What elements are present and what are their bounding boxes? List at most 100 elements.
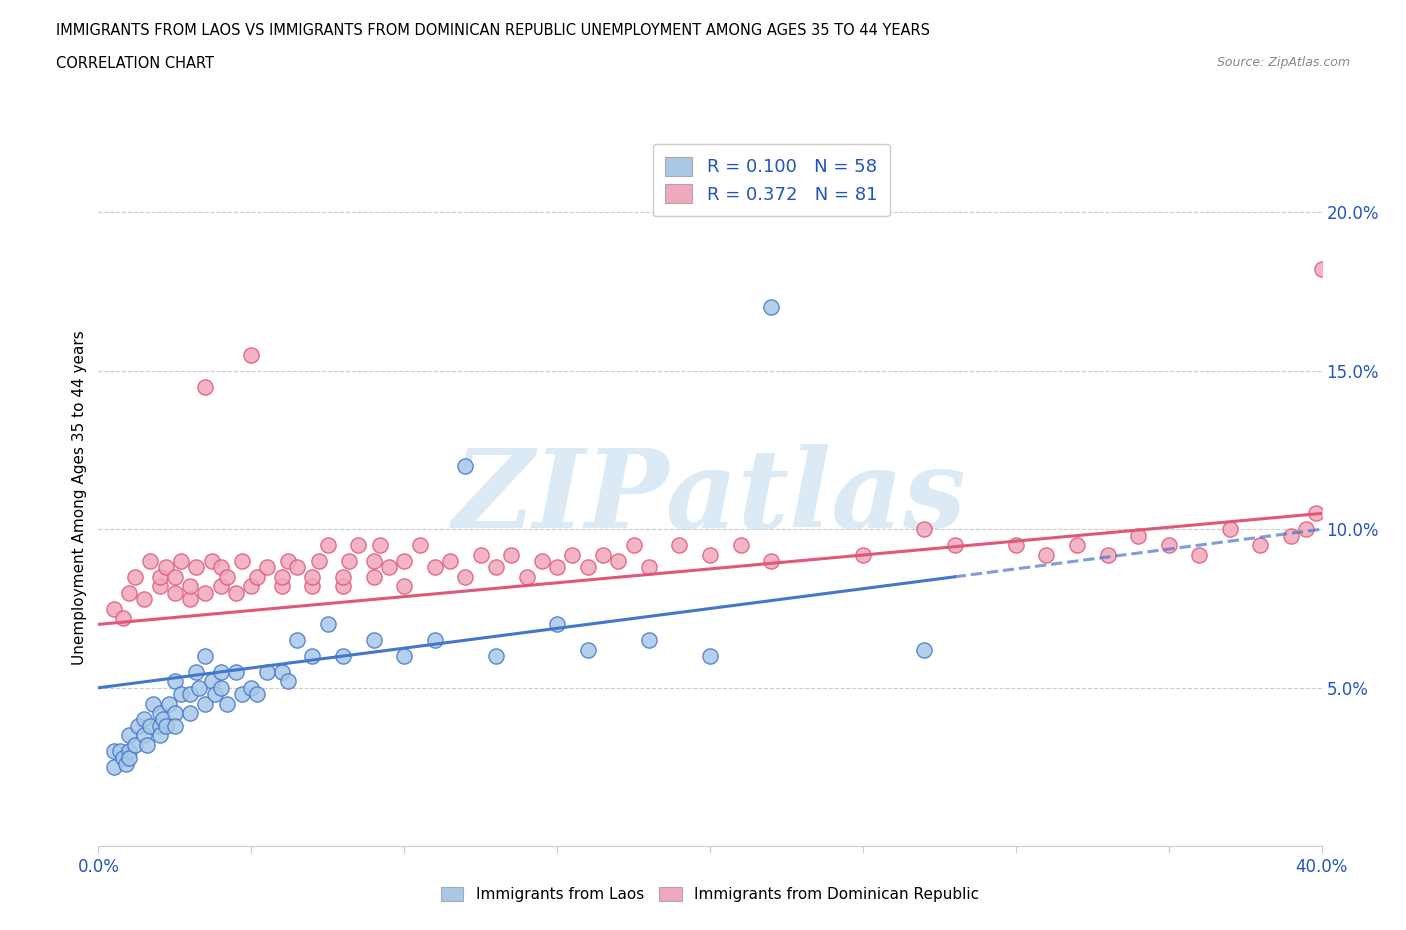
Point	[200, 674, 222, 689]
Point	[730, 538, 752, 552]
Point	[301, 569, 323, 584]
Point	[285, 560, 308, 575]
Point	[124, 569, 146, 584]
Point	[301, 578, 323, 593]
Point	[186, 560, 208, 575]
Point	[163, 585, 186, 600]
Point	[246, 686, 269, 701]
Point	[163, 569, 186, 584]
Point	[454, 569, 477, 584]
Point	[592, 547, 614, 562]
Point	[501, 547, 523, 562]
Point	[1066, 538, 1088, 552]
Point	[163, 706, 186, 721]
Point	[152, 712, 174, 727]
Point	[179, 706, 201, 721]
Point	[270, 578, 292, 593]
Point	[270, 664, 292, 679]
Point	[332, 569, 354, 584]
Point	[485, 560, 508, 575]
Point	[516, 569, 538, 584]
Point	[1128, 528, 1150, 543]
Point	[103, 601, 125, 616]
Point	[1157, 538, 1180, 552]
Point	[103, 744, 125, 759]
Point	[301, 648, 323, 663]
Point	[759, 299, 782, 314]
Point	[332, 648, 354, 663]
Point	[240, 578, 263, 593]
Point	[108, 744, 131, 759]
Point	[607, 553, 630, 568]
Point	[668, 538, 690, 552]
Point	[142, 697, 165, 711]
Point	[912, 643, 935, 658]
Point	[149, 569, 172, 584]
Point	[408, 538, 430, 552]
Point	[155, 718, 177, 733]
Point	[179, 578, 201, 593]
Point	[170, 686, 193, 701]
Point	[256, 664, 278, 679]
Point	[139, 718, 162, 733]
Point	[576, 560, 599, 575]
Point	[139, 553, 162, 568]
Point	[188, 681, 211, 696]
Point	[118, 751, 141, 765]
Point	[423, 632, 446, 647]
Point	[149, 728, 172, 743]
Point	[699, 648, 721, 663]
Point	[363, 569, 385, 584]
Point	[1310, 262, 1333, 277]
Point	[485, 648, 508, 663]
Point	[337, 553, 360, 568]
Point	[546, 560, 568, 575]
Point	[209, 560, 232, 575]
Point	[170, 553, 193, 568]
Point	[111, 751, 134, 765]
Point	[246, 569, 269, 584]
Point	[561, 547, 583, 562]
Point	[1279, 528, 1302, 543]
Point	[392, 578, 416, 593]
Point	[134, 712, 156, 727]
Point	[179, 686, 201, 701]
Y-axis label: Unemployment Among Ages 35 to 44 years: Unemployment Among Ages 35 to 44 years	[72, 330, 87, 665]
Point	[1249, 538, 1271, 552]
Point	[240, 348, 263, 363]
Point	[270, 569, 292, 584]
Point	[209, 681, 232, 696]
Point	[118, 585, 141, 600]
Point	[155, 560, 177, 575]
Point	[1219, 522, 1241, 537]
Point	[1305, 506, 1327, 521]
Point	[423, 560, 446, 575]
Point	[163, 718, 186, 733]
Point	[209, 578, 232, 593]
Text: Source: ZipAtlas.com: Source: ZipAtlas.com	[1216, 56, 1350, 69]
Point	[231, 553, 253, 568]
Point	[332, 578, 354, 593]
Point	[347, 538, 370, 552]
Point	[103, 760, 125, 775]
Point	[136, 737, 159, 752]
Point	[215, 569, 238, 584]
Point	[316, 617, 339, 631]
Point	[1188, 547, 1211, 562]
Point	[134, 591, 156, 606]
Point	[231, 686, 253, 701]
Point	[316, 538, 339, 552]
Legend: Immigrants from Laos, Immigrants from Dominican Republic: Immigrants from Laos, Immigrants from Do…	[434, 881, 986, 909]
Point	[179, 591, 201, 606]
Point	[215, 697, 238, 711]
Point	[149, 706, 172, 721]
Point	[149, 578, 172, 593]
Point	[209, 664, 232, 679]
Point	[240, 681, 263, 696]
Point	[546, 617, 568, 631]
Point	[118, 728, 141, 743]
Point	[1097, 547, 1119, 562]
Point	[576, 643, 599, 658]
Point	[194, 585, 217, 600]
Point	[118, 744, 141, 759]
